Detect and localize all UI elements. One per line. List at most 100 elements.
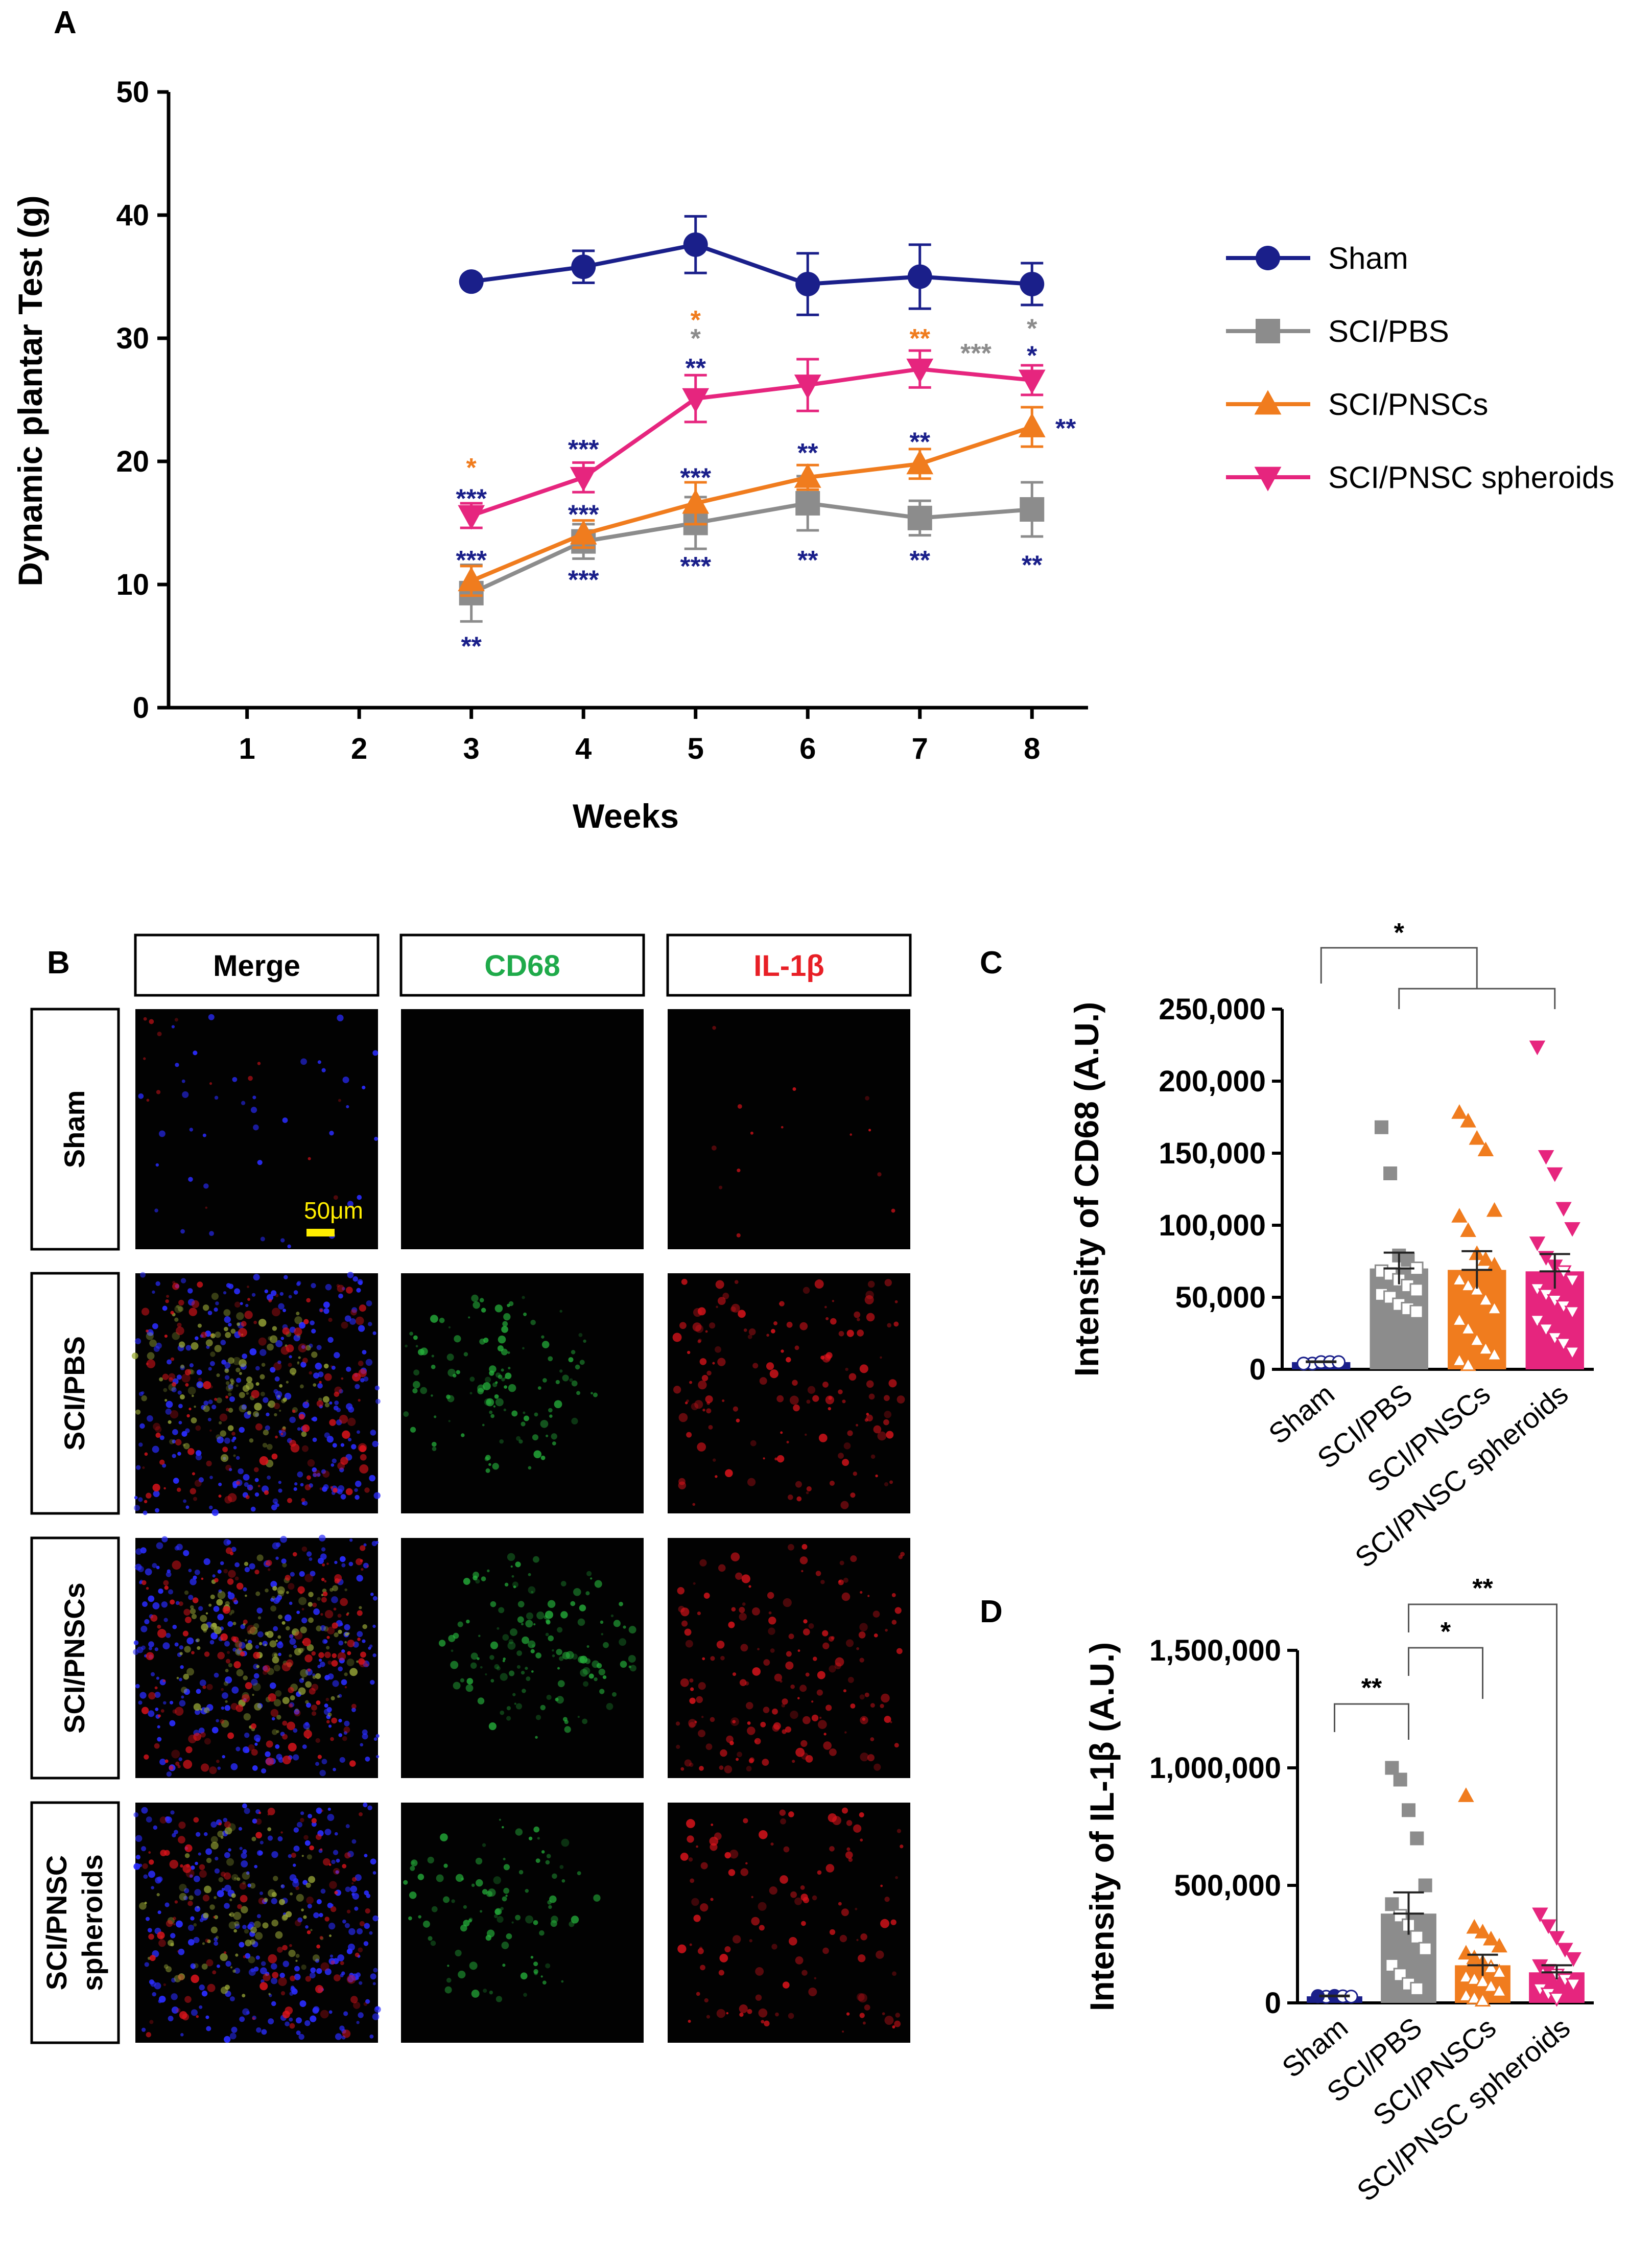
red-signal: [144, 1452, 148, 1456]
green-signal: [443, 1863, 448, 1868]
nucleus-dot: [284, 1614, 292, 1622]
green-signal: [203, 1912, 209, 1919]
red-signal: [889, 1480, 893, 1484]
green-signal: [210, 1926, 218, 1933]
red-signal: [678, 1478, 686, 1485]
green-signal: [313, 1383, 317, 1387]
nucleus-dot: [266, 1412, 270, 1417]
green-signal: [405, 1344, 408, 1348]
green-signal: [292, 1372, 295, 1376]
red-signal: [272, 1307, 280, 1317]
red-signal: [743, 1328, 747, 1332]
green-signal: [551, 1916, 558, 1923]
red-signal: [689, 1762, 694, 1767]
nucleus-dot: [209, 1231, 214, 1236]
green-signal: [499, 1439, 504, 1444]
nucleus-dot: [271, 1851, 278, 1858]
green-signal: [312, 1675, 316, 1679]
nucleus-dot: [285, 2021, 290, 2026]
green-signal: [229, 1612, 232, 1616]
red-signal: [157, 1624, 161, 1629]
nucleus-dot: [224, 1705, 230, 1711]
green-signal: [475, 1579, 480, 1584]
green-signal: [210, 1351, 216, 1357]
red-signal: [346, 1613, 349, 1616]
red-signal: [347, 1417, 356, 1426]
nucleus-dot: [203, 1400, 209, 1406]
red-signal: [720, 1655, 725, 1661]
red-signal: [874, 1633, 878, 1638]
nucleus-dot: [238, 1827, 243, 1831]
red-signal: [199, 1870, 207, 1878]
green-signal: [225, 1669, 229, 1672]
red-signal: [301, 1546, 308, 1552]
green-signal: [183, 1443, 190, 1450]
y-tick-label: 0: [1249, 1353, 1266, 1386]
green-signal: [531, 1591, 534, 1594]
green-signal: [220, 1430, 226, 1437]
red-signal: [706, 1408, 712, 1414]
nucleus-dot: [259, 1967, 267, 1975]
red-signal: [806, 1491, 809, 1495]
nucleus-dot: [278, 1757, 284, 1763]
red-signal: [786, 1321, 793, 1328]
nucleus-dot: [313, 1372, 319, 1379]
nucleus-dot: [311, 1417, 315, 1421]
nucleus-dot: [193, 1575, 197, 1580]
nucleus-dot: [198, 1477, 204, 1483]
green-signal: [226, 1384, 233, 1392]
red-signal: [193, 1497, 198, 1501]
red-signal: [716, 1640, 725, 1649]
series-line-sham: [471, 242, 1032, 287]
nucleus-dot: [168, 1589, 174, 1595]
red-signal: [880, 1703, 884, 1709]
data-point-spheroid: [1532, 1907, 1548, 1923]
red-signal: [317, 1755, 322, 1759]
red-signal: [319, 1487, 323, 1490]
red-signal: [742, 1602, 746, 1606]
red-signal: [678, 1413, 688, 1422]
green-signal: [267, 1343, 274, 1351]
red-signal: [856, 1423, 859, 1427]
red-signal: [719, 1765, 724, 1770]
red-signal: [175, 1326, 184, 1336]
nucleus-dot: [156, 1676, 159, 1680]
green-signal: [172, 1332, 180, 1340]
nucleus-dot: [147, 1415, 153, 1422]
red-signal: [763, 1457, 765, 1460]
red-signal: [187, 1448, 195, 1455]
red-signal: [822, 1947, 829, 1954]
nucleus-dot: [271, 1504, 277, 1510]
nucleus-dot: [289, 1992, 294, 1996]
red-signal: [270, 1709, 279, 1717]
nucleus-dot: [374, 2006, 381, 2013]
red-signal: [677, 1587, 685, 1595]
red-signal: [235, 1704, 244, 1712]
red-signal: [311, 1704, 317, 1711]
red-signal: [689, 1722, 695, 1729]
nucleus-dot: [274, 1376, 280, 1382]
red-signal: [170, 1311, 174, 1315]
nucleus-dot: [336, 1858, 340, 1863]
red-signal: [737, 1104, 742, 1109]
red-signal: [224, 1821, 231, 1828]
red-signal: [680, 1607, 690, 1617]
green-signal: [310, 1929, 313, 1931]
nucleus-dot: [338, 1666, 343, 1672]
nucleus-dot: [201, 1405, 206, 1410]
green-signal: [229, 1378, 234, 1383]
green-signal: [549, 1895, 557, 1903]
nucleus-dot: [333, 1850, 339, 1855]
red-signal: [692, 1322, 702, 1332]
nucleus-dot: [315, 1958, 320, 1963]
data-point-pnsc: [1451, 1208, 1468, 1223]
nucleus-dot: [258, 1851, 263, 1855]
red-signal: [351, 1882, 354, 1885]
green-signal: [547, 1600, 556, 1608]
red-signal: [332, 1653, 337, 1659]
nucleus-dot: [241, 1101, 246, 1105]
green-signal: [506, 1716, 511, 1721]
green-signal: [481, 1307, 486, 1313]
red-signal: [857, 1318, 860, 1321]
green-signal: [455, 1874, 464, 1882]
